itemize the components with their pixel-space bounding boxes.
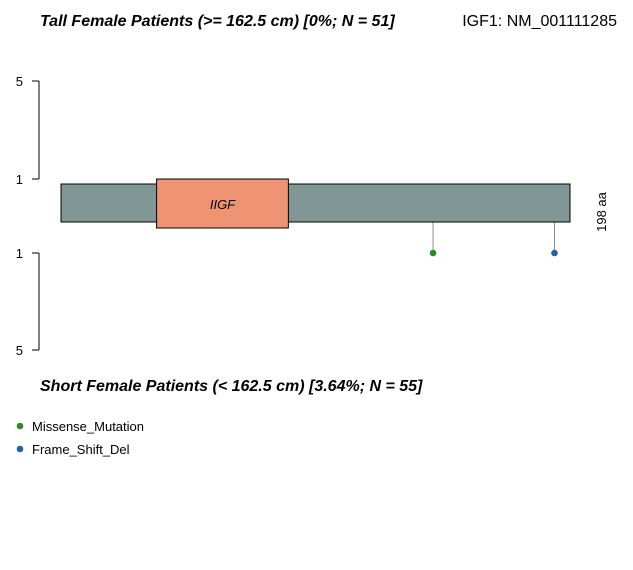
bottom-y-tick-label: 5 [16, 343, 23, 358]
domain-box [156, 178, 289, 229]
protein-domains: IIGF [156, 178, 289, 229]
bottom-track-title: Short Female Patients (< 162.5 cm) [3.64… [40, 378, 423, 395]
mutation-point [551, 249, 558, 257]
top-y-tick-label: 1 [16, 172, 23, 187]
mutation-points [429, 249, 558, 257]
legend-marker [16, 422, 24, 430]
legend: Missense_Mutation Frame_Shift_Del [16, 419, 144, 457]
legend-label: Frame_Shift_Del [32, 442, 130, 457]
legend-label: Missense_Mutation [32, 419, 144, 434]
top-y-tick-label: 5 [16, 74, 23, 89]
mutation-stems [432, 222, 555, 253]
gene-id-label: IGF1: NM_001111285 [462, 13, 617, 30]
domain-label: IIGF [210, 197, 236, 212]
top-y-axis: 5 1 [16, 74, 40, 187]
protein-length-label: 198 aa [594, 191, 609, 232]
bottom-y-axis: 1 5 [16, 246, 40, 358]
protein-backbone [60, 183, 571, 223]
top-track-title: Tall Female Patients (>= 162.5 cm) [0%; … [40, 13, 395, 30]
bottom-y-tick-label: 1 [16, 246, 23, 261]
mutation-point [429, 249, 437, 257]
legend-marker [16, 445, 24, 453]
